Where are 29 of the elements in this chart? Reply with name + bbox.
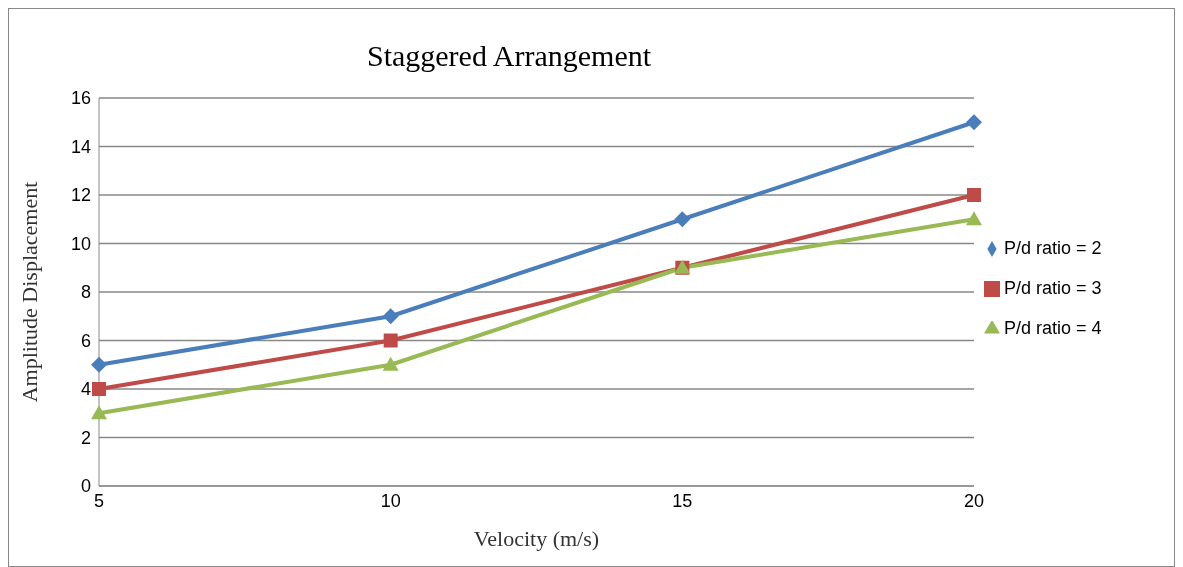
chart-title: Staggered Arrangement — [365, 39, 653, 73]
x-axis-title: Velocity (m/s) — [473, 526, 600, 551]
point — [382, 356, 399, 371]
legend-label: P/d ratio = 3 — [1004, 277, 1102, 298]
point — [91, 356, 107, 373]
x-tick-label: 5 — [93, 490, 105, 511]
y-tick-label: 14 — [70, 136, 91, 157]
point — [91, 405, 107, 420]
y-tick-label: 6 — [80, 330, 91, 351]
x-tick-label: 10 — [380, 490, 401, 511]
y-tick-label: 16 — [70, 88, 91, 109]
point — [967, 188, 981, 202]
y-tick-label: 4 — [80, 379, 91, 400]
legend-label: P/d ratio = 4 — [1004, 317, 1102, 338]
legend-label: P/d ratio = 2 — [1004, 237, 1102, 258]
y-tick-label: 0 — [80, 476, 91, 497]
y-tick-label: 8 — [80, 282, 91, 303]
point — [966, 114, 982, 131]
point — [92, 382, 106, 396]
y-axis-title: Amplitude Displacement — [16, 181, 42, 403]
y-tick-label: 12 — [70, 185, 91, 206]
y-tick-label: 2 — [80, 427, 91, 448]
point — [383, 333, 398, 348]
point — [966, 211, 982, 226]
y-tick-label: 10 — [70, 233, 91, 254]
x-tick-label: 20 — [963, 490, 985, 511]
x-tick-label: 15 — [672, 490, 693, 511]
point — [674, 211, 691, 228]
point — [382, 308, 399, 325]
